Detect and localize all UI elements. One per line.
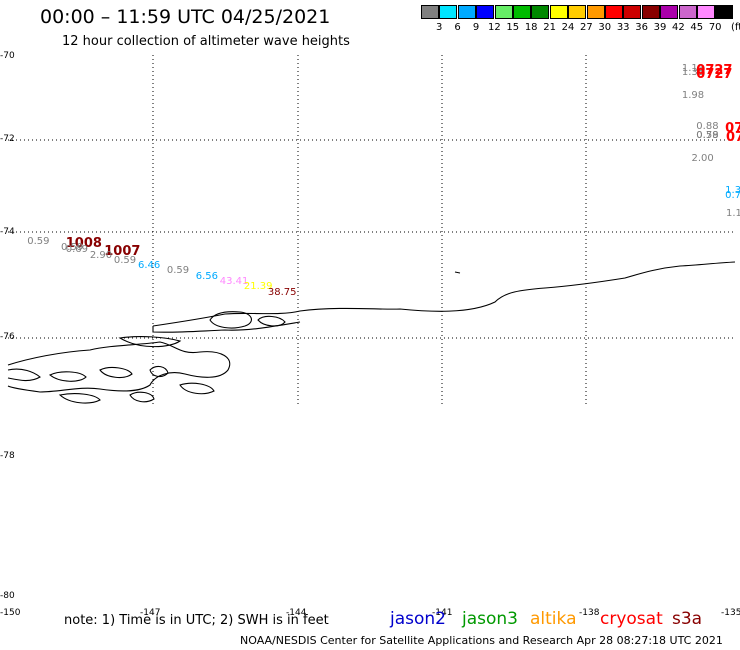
wave-height-label: 1.98 bbox=[681, 89, 705, 101]
wave-height-label: 0.59 bbox=[27, 236, 50, 248]
legend-swatch bbox=[678, 5, 697, 19]
legend-label: 36 bbox=[635, 22, 648, 33]
chart-subtitle: 12 hour collection of altimeter wave hei… bbox=[62, 34, 350, 49]
island-outline bbox=[209, 311, 252, 329]
legend-label: 24 bbox=[561, 22, 575, 33]
wave-height-label: 2.90 bbox=[89, 249, 113, 261]
legend-label: 9 bbox=[472, 22, 480, 33]
legend-label: 39 bbox=[653, 22, 667, 33]
legend-label: 6 bbox=[454, 22, 461, 33]
land-outline bbox=[118, 336, 182, 348]
lat-tick-label: -72 bbox=[0, 134, 15, 144]
lon-tick-label: -138 bbox=[579, 608, 600, 618]
legend-label: 12 bbox=[488, 22, 501, 33]
wave-height-label: 0.59 bbox=[60, 241, 84, 253]
coastline bbox=[7, 261, 736, 404]
island-outline bbox=[129, 391, 155, 403]
mission-jason2: jason2 bbox=[390, 609, 446, 629]
legend-swatch bbox=[586, 5, 605, 19]
wave-height-label: 07 bbox=[726, 130, 740, 145]
legend-swatch bbox=[623, 5, 642, 19]
mission-s3a: s3a bbox=[672, 609, 703, 629]
legend-label: 42 bbox=[672, 22, 685, 33]
island-outline bbox=[257, 315, 286, 327]
lat-tick-label: -76 bbox=[0, 332, 15, 342]
wave-height-label: 072 bbox=[725, 121, 740, 136]
legend-swatch bbox=[549, 5, 568, 19]
island-outline bbox=[149, 365, 169, 378]
wave-height-label: 0727 bbox=[696, 67, 733, 82]
lat-tick-label: -78 bbox=[0, 451, 15, 461]
wave-height-label: 2.00 bbox=[691, 152, 714, 164]
legend-swatch bbox=[439, 5, 458, 19]
legend-label: 18 bbox=[524, 22, 538, 33]
ice-shelf-edge bbox=[152, 261, 736, 327]
legend-label: 33 bbox=[616, 22, 630, 33]
legend-label: 21 bbox=[543, 22, 556, 33]
wave-height-label: 6.46 bbox=[137, 260, 161, 272]
legend-swatch bbox=[605, 5, 623, 19]
legend-label: 27 bbox=[580, 22, 593, 33]
island-outline bbox=[48, 371, 87, 382]
wave-height-label: 1.1 bbox=[726, 208, 740, 219]
lon-tick-label: -147 bbox=[140, 608, 161, 618]
land-outline bbox=[7, 341, 231, 393]
lat-tick-label: -74 bbox=[0, 227, 15, 237]
wave-height-label: 1.13 bbox=[681, 62, 705, 74]
footer-credit: NOAA/NESDIS Center for Satellite Applica… bbox=[240, 634, 723, 647]
coast-segment bbox=[152, 321, 301, 333]
legend-swatch bbox=[494, 5, 513, 19]
land-outline bbox=[7, 368, 41, 382]
lon-tick-label: -144 bbox=[286, 608, 307, 618]
legend-swatch bbox=[531, 5, 550, 19]
legend-label: 3 bbox=[436, 22, 443, 33]
lat-tick-label: -70 bbox=[0, 51, 15, 61]
wave-height-label: 38.75 bbox=[267, 286, 297, 298]
legend-label: 45 bbox=[690, 22, 704, 33]
legend-swatch bbox=[568, 5, 587, 19]
island-outline bbox=[179, 382, 215, 395]
wave-height-label: 0.69 bbox=[65, 244, 89, 256]
legend-swatch bbox=[476, 5, 495, 19]
legend-label: 15 bbox=[506, 22, 520, 33]
wave-height-label: 6.56 bbox=[195, 270, 218, 282]
wave-height-label: 1008 bbox=[65, 236, 102, 252]
wave-height-label: 43.41 bbox=[219, 276, 249, 288]
wave-height-label: 1007 bbox=[104, 244, 141, 260]
wave-height-label: 0.59 bbox=[696, 130, 719, 141]
island-outline bbox=[58, 393, 101, 404]
wave-height-label: 0.78 bbox=[696, 130, 719, 141]
chart-title: 00:00 – 11:59 UTC 04/25/2021 bbox=[40, 6, 331, 28]
legend-swatch bbox=[697, 5, 715, 19]
legend-label: 70 bbox=[708, 22, 722, 33]
wave-height-label: 21.39 bbox=[243, 281, 273, 293]
legend-swatch bbox=[715, 5, 734, 19]
grid-lines bbox=[8, 55, 735, 405]
wave-height-label: 0.59 bbox=[113, 254, 137, 266]
legend-swatch bbox=[513, 5, 531, 19]
legend-swatch bbox=[457, 5, 476, 19]
lon-tick-label: -150 bbox=[0, 608, 21, 618]
lon-tick-label: -141 bbox=[432, 608, 453, 618]
footer-note: note: 1) Time is in UTC; 2) SWH is in fe… bbox=[64, 613, 329, 628]
legend-swatch bbox=[641, 5, 660, 19]
legend-unit: (ft) bbox=[731, 22, 740, 33]
wave-height-label: 0727 bbox=[696, 62, 733, 78]
legend-label: 30 bbox=[598, 22, 612, 33]
island-outline bbox=[454, 271, 461, 274]
legend-swatch bbox=[421, 5, 439, 19]
mission-jason3: jason3 bbox=[462, 609, 518, 629]
wave-height-label: 1.33 bbox=[681, 67, 705, 78]
mission-altika: altika bbox=[530, 609, 577, 629]
wave-height-label: 1.31 bbox=[725, 185, 740, 196]
mission-cryosat: cryosat bbox=[600, 609, 663, 629]
wave-height-label: 0.72 bbox=[725, 189, 740, 201]
wave-height-label: 0.88 bbox=[696, 121, 719, 132]
lon-tick-label: -135 bbox=[721, 608, 740, 618]
wave-height-label: 0.59 bbox=[166, 265, 190, 277]
lat-tick-label: -80 bbox=[0, 591, 15, 601]
island-outline bbox=[99, 366, 133, 379]
legend-swatch bbox=[660, 5, 679, 19]
